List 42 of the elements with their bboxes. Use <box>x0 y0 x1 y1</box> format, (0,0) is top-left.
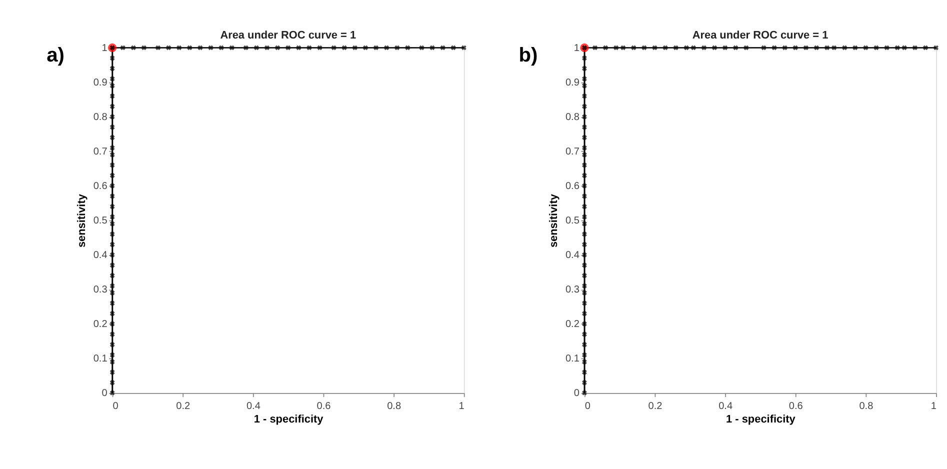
x-tick-label: 1 <box>458 400 465 412</box>
y-tick-label: 0.5 <box>565 216 580 227</box>
x-tick-label: 0 <box>584 400 591 412</box>
y-tick-label: 0.2 <box>565 319 580 330</box>
y-tick-label: 0.4 <box>565 250 580 262</box>
x-tick-label: 0.4 <box>246 400 261 412</box>
y-tick-label: 0 <box>574 388 580 400</box>
y-tick-label: 0.3 <box>93 284 108 296</box>
y-tick-label: 0.3 <box>565 284 580 296</box>
x-axis-title: 1 - specificity <box>254 414 324 426</box>
y-tick-label: 0.6 <box>565 181 580 192</box>
y-tick-label: 0 <box>102 388 108 400</box>
y-tick-label: 1 <box>102 42 108 54</box>
y-axis-title: sensitivity <box>548 193 560 248</box>
y-tick-label: 0.7 <box>93 146 108 158</box>
x-tick-label: 0.2 <box>648 400 663 412</box>
text: a) <box>46 44 64 66</box>
x-tick-label: 0.6 <box>788 400 804 412</box>
chart-title: Area under ROC curve = 1 <box>220 30 356 42</box>
x-tick-label: 0.2 <box>176 400 190 412</box>
y-tick-label: 0.9 <box>93 77 108 88</box>
x-tick-label: 0.4 <box>718 400 733 412</box>
x-tick-label: 0.8 <box>387 400 402 412</box>
x-tick-label: 1 <box>930 400 937 412</box>
y-tick-label: 0.8 <box>93 112 108 123</box>
y-tick-label: 0.7 <box>565 146 580 158</box>
x-tick-label: 0 <box>112 400 119 412</box>
text: b) <box>518 44 538 66</box>
chart-title: Area under ROC curve = 1 <box>692 30 828 42</box>
x-axis-title: 1 - specificity <box>726 414 796 426</box>
y-tick-label: 0.5 <box>93 216 108 227</box>
y-tick-label: 0.8 <box>565 112 580 123</box>
y-tick-label: 0.6 <box>93 181 108 192</box>
x-tick-label: 0.6 <box>316 400 332 412</box>
y-axis-title: sensitivity <box>76 193 88 248</box>
y-tick-label: 0.2 <box>93 319 108 330</box>
x-tick-label: 0.8 <box>859 400 874 412</box>
y-tick-label: 0.1 <box>93 354 108 365</box>
y-tick-label: 0.1 <box>565 354 580 365</box>
y-tick-label: 0.9 <box>565 77 580 88</box>
y-tick-label: 0.4 <box>93 250 108 262</box>
y-tick-label: 1 <box>574 42 580 54</box>
